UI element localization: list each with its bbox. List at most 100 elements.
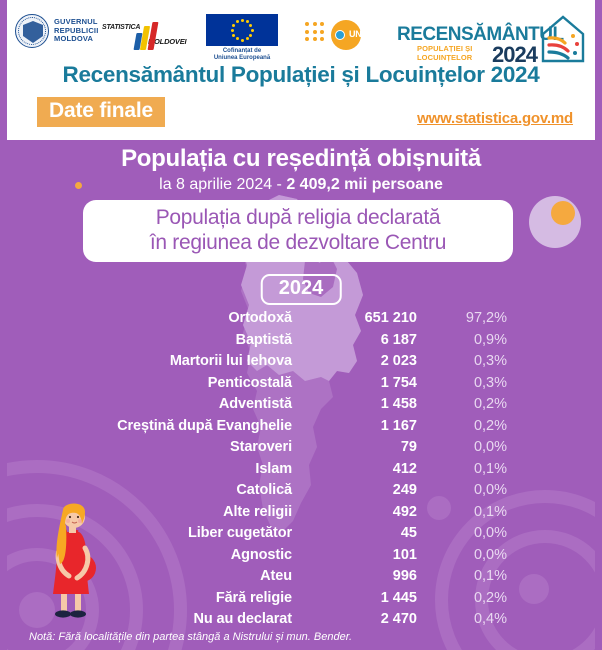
row-label: Agnostic [230,546,292,563]
row-percent: 0,3% [473,353,507,369]
unfpa-globe-icon [335,30,345,40]
table-row: Baptistă 6 187 0,9% [7,332,595,354]
census-house-mark-icon [541,15,585,63]
row-value: 249 [392,482,417,498]
decorative-circle [529,196,581,248]
row-percent: 0,2% [473,417,507,434]
row-value: 6 187 [380,331,417,348]
moldova-crest-icon [15,14,49,48]
topic-line-1: Populația după religia declarată [155,206,441,229]
eu-caption: Cofinanțat de Uniunea Europeană [187,48,297,62]
row-label: Penticostală [207,374,292,391]
eu-caption-line2: Uniunea Europeană [213,55,271,61]
census-sub-line1: POPULAȚIEI ȘI [417,44,473,53]
row-value: 2 023 [380,353,417,369]
row-percent: 0,0% [473,439,507,455]
row-value: 2 470 [380,611,417,627]
european-union-logo: Cofinanțat de Uniunea Europeană [187,14,297,62]
page-title: Recensământul Populației și Locuințelor … [62,62,540,87]
row-label: Islam [255,460,292,477]
decorative-arcs-right [427,490,595,650]
table-row: Nu au declarat 2 470 0,4% [7,611,595,633]
census-brand-logo: RECENSĂMÂNTUL POPULAȚIEI ȘI LOCUINȚELOR … [397,12,587,67]
row-value: 996 [392,568,417,584]
row-value: 1 445 [380,589,417,606]
row-value: 45 [400,525,417,541]
row-percent: 0,4% [473,611,507,627]
gov-line-1: GUVERNUL [54,17,98,27]
table-row: Fără religie 1 445 0,2% [7,590,595,612]
row-percent: 97,2% [465,310,507,326]
row-label: Ortodoxă [228,310,292,326]
header-band: GUVERNUL REPUBLICII MOLDOVA STATISTICA M… [7,0,595,140]
table-row: Creștină după Evanghelie 1 167 0,2% [7,418,595,440]
row-value: 101 [392,546,417,563]
row-percent: 0,0% [473,525,507,541]
statistica-word: STATISTICA [102,24,141,31]
table-row: Penticostală 1 754 0,3% [7,375,595,397]
subtitle-total: 2 409,2 mii persoane [286,176,443,193]
row-percent: 0,0% [473,546,507,563]
row-label: Martorii lui Iehova [169,353,292,369]
row-value: 1 754 [380,374,417,391]
table-row: Ateu 996 0,1% [7,568,595,590]
row-label: Nu au declarat [193,611,292,627]
row-value: 412 [392,460,417,477]
government-logo-text: GUVERNUL REPUBLICII MOLDOVA [54,18,99,44]
gov-line-2: REPUBLICII [54,25,99,35]
row-label: Liber cugetător [187,525,292,541]
decorative-orange-dot [75,182,82,189]
unfpa-dots-icon [305,22,339,45]
row-label: Ateu [260,568,292,584]
statistica-website-link[interactable]: www.statistica.gov.md [417,110,573,127]
census-sub-line2: LOCUINȚELOR [417,52,473,62]
frame-left-edge [0,0,7,650]
content-panel: Populația cu reședință obișnuită la 8 ap… [7,140,595,650]
row-label: Fără religie [215,589,292,606]
census-word: RECENSĂMÂNTUL [397,24,564,45]
row-percent: 0,9% [473,331,507,348]
row-value: 1 458 [380,396,417,412]
decorative-circle-inner-dot [551,201,575,225]
eu-flag-icon [206,14,278,46]
row-label: Alte religii [223,503,292,520]
table-row: Liber cugetător 45 0,0% [7,525,595,547]
row-value: 492 [392,503,417,520]
row-label: Catolică [236,482,292,498]
moldovei-word: MOLDOVEI [148,37,187,46]
row-percent: 0,2% [473,589,507,606]
table-row: Agnostic 101 0,0% [7,547,595,569]
section-subtitle: la 8 aprilie 2024 - 2 409,2 mii persoane [7,176,595,194]
row-label: Creștină după Evanghelie [117,417,292,434]
frame-right-edge [595,0,602,650]
census-subtitle: POPULAȚIEI ȘI LOCUINȚELOR [417,44,473,62]
row-value: 79 [400,439,417,455]
table-row: Adventistă 1 458 0,2% [7,396,595,418]
gov-line-3: MOLDOVA [54,34,94,44]
topic-line-2: în regiunea de dezvoltare Centru [149,231,447,254]
table-row: Alte religii 492 0,1% [7,504,595,526]
table-row: Catolică 249 0,0% [7,482,595,504]
religion-data-table: Ortodoxă 651 210 97,2% Baptistă 6 187 0,9% Mar… [7,310,595,633]
final-data-badge: Date finale [37,97,165,127]
footnote: Notă: Fără localitățile din partea stâng… [29,631,353,643]
table-row: Staroveri 79 0,0% [7,439,595,461]
row-value: 651 210 [364,310,417,326]
row-value: 1 167 [380,417,417,434]
table-row: Ortodoxă 651 210 97,2% [7,310,595,332]
row-label: Adventistă [218,396,292,412]
subtitle-date: la 8 aprilie 2024 - [159,176,287,193]
row-percent: 0,3% [473,374,507,391]
pregnant-woman-illustration [53,503,96,618]
logo-row: GUVERNUL REPUBLICII MOLDOVA STATISTICA M… [7,8,595,67]
table-row: Martorii lui Iehova 2 023 0,3% [7,353,595,375]
census-year: 2024 [492,42,538,67]
year-pill: 2024 [260,274,342,305]
unfpa-logo: UNFPA [305,20,425,50]
row-label: Staroveri [230,439,292,455]
topic-panel: Populația după religia declarată în regi… [83,200,513,262]
row-percent: 0,1% [473,460,507,477]
row-percent: 0,0% [473,482,507,498]
row-percent: 0,1% [473,568,507,584]
